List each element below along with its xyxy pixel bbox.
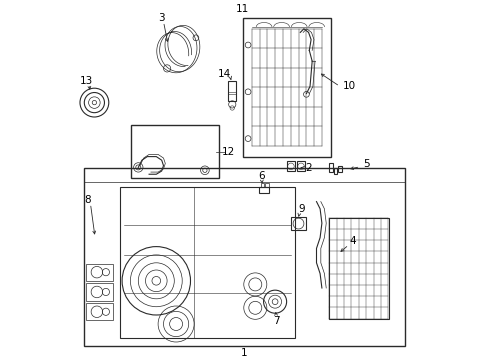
Text: 5: 5 [363,159,369,169]
Text: 14: 14 [218,69,231,79]
Text: 6: 6 [258,171,264,181]
Bar [333,168,337,174]
Text: 9: 9 [298,204,305,214]
Text: 3: 3 [158,13,164,23]
Bar [328,163,332,172]
Text: 10: 10 [342,81,355,91]
Text: 4: 4 [348,236,355,246]
Bar [260,183,264,187]
Bar [86,264,113,281]
Bar [265,183,268,187]
Bar [258,187,268,193]
Text: 12: 12 [221,147,234,157]
Bar [337,166,341,172]
Bar [286,161,294,171]
Bar [120,187,294,338]
Bar [291,217,305,230]
Text: 13: 13 [80,76,93,86]
Text: 2: 2 [305,163,311,173]
Bar [84,168,404,346]
Bar [296,161,305,171]
Bar [64,0,424,184]
Text: 8: 8 [84,195,91,205]
Text: 1: 1 [241,348,247,358]
Bar [86,303,113,320]
Bar [328,218,387,319]
Text: 7: 7 [273,316,280,326]
Bar [228,81,236,101]
Bar [86,283,113,301]
Text: 11: 11 [235,4,248,14]
Bar [131,125,219,178]
Bar [242,18,330,157]
